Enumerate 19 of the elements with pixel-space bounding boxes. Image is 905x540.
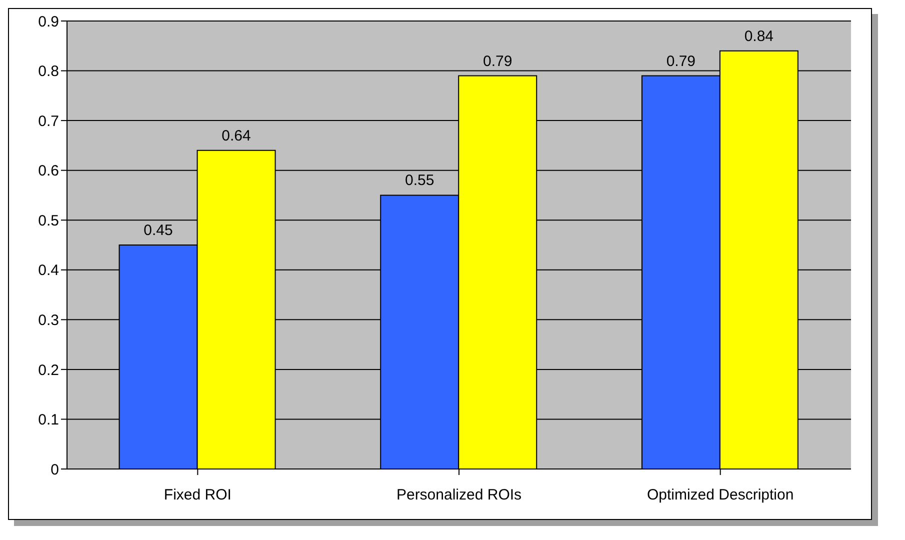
y-tick-label: 0.9 (38, 13, 59, 30)
x-tick-label: Fixed ROI (164, 486, 232, 504)
y-tick-label: 0.6 (38, 162, 59, 180)
data-label: 0.79 (666, 52, 696, 70)
y-tick-label: 0.7 (38, 112, 59, 130)
x-tick-label: Personalized ROIs (396, 486, 522, 504)
y-tick-label: 0.2 (38, 362, 59, 379)
y-tick-label: 0.3 (38, 312, 59, 329)
y-tick-label: 0.5 (38, 212, 59, 230)
y-tick-label: 0.1 (38, 412, 59, 429)
data-label: 0.84 (744, 28, 774, 45)
data-label: 0.79 (483, 52, 512, 70)
y-tick-label: 0.8 (38, 63, 59, 80)
y-tick-label: 0.4 (38, 262, 59, 280)
data-label: 0.55 (405, 172, 434, 190)
y-tick-label: 0 (50, 461, 59, 478)
data-label: 0.64 (222, 127, 251, 144)
x-tick-label: Optimized Description (646, 486, 794, 504)
data-label: 0.45 (144, 222, 173, 239)
